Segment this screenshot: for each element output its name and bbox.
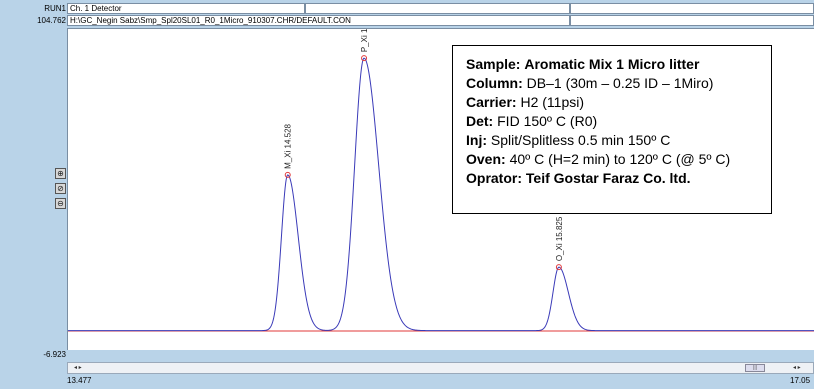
peak-label-3: O_Xi 15.825	[555, 216, 564, 261]
info-carrier: Carrier: H2 (11psi)	[466, 94, 585, 110]
run-label: RUN1	[44, 4, 66, 13]
info-detector: Det: FID 150º C (R0)	[466, 113, 598, 129]
scroll-right-arrow-icon[interactable]: ◂ ▸	[793, 365, 801, 371]
method-info-box: Sample: Aromatic Mix 1 Micro litter Colu…	[452, 45, 772, 214]
header-cell-blank-1	[305, 3, 570, 14]
scroll-left-arrow-icon[interactable]: ◂ ▸	[74, 365, 82, 371]
signal-trace	[68, 57, 814, 332]
peak-label-2: P_Xi 14.893	[360, 29, 369, 52]
x-max-label: 17.05	[790, 376, 811, 385]
peak-label-1: M_Xi 14.528	[284, 123, 293, 168]
chromatogram-svg: M_Xi 14.528 P_Xi 14.893 O_Xi 15.825	[68, 29, 814, 332]
peak-marker-2[interactable]	[361, 55, 368, 62]
y-min-label: -6.923	[43, 350, 66, 359]
info-operator: Oprator: Teif Gostar Faraz Co. ltd.	[466, 170, 691, 186]
header-cell-blank-3	[570, 15, 814, 26]
detector-channel[interactable]: Ch. 1 Detector	[67, 3, 305, 14]
zoom-in-icon[interactable]: ⊕	[55, 168, 66, 179]
info-oven: Oven: 40º C (H=2 min) to 120º C (@ 5º C)	[466, 151, 731, 167]
file-path: H:\GC_Negin Sabz\Smp_Spl20SL01_R0_1Micro…	[67, 15, 570, 26]
horizontal-scrollbar[interactable]: ◂ ▸ ||| ◂ ▸	[67, 362, 814, 374]
scroll-thumb[interactable]: |||	[745, 364, 765, 372]
info-column: Column: DB–1 (30m – 0.25 ID – 1Miro)	[466, 75, 714, 91]
info-injection: Inj: Split/Splitless 0.5 min 150º C	[466, 132, 671, 148]
x-min-label: 13.477	[67, 376, 92, 385]
header-cell-blank-2	[570, 3, 814, 14]
y-max-label: 104.762	[37, 16, 66, 25]
zoom-out-icon[interactable]: ⊖	[55, 198, 66, 209]
zoom-reset-icon[interactable]: ⊘	[55, 183, 66, 194]
info-sample: Sample: Aromatic Mix 1 Micro litter	[466, 56, 700, 72]
peak-marker-3[interactable]	[555, 264, 562, 271]
peak-marker-1[interactable]	[284, 171, 291, 178]
